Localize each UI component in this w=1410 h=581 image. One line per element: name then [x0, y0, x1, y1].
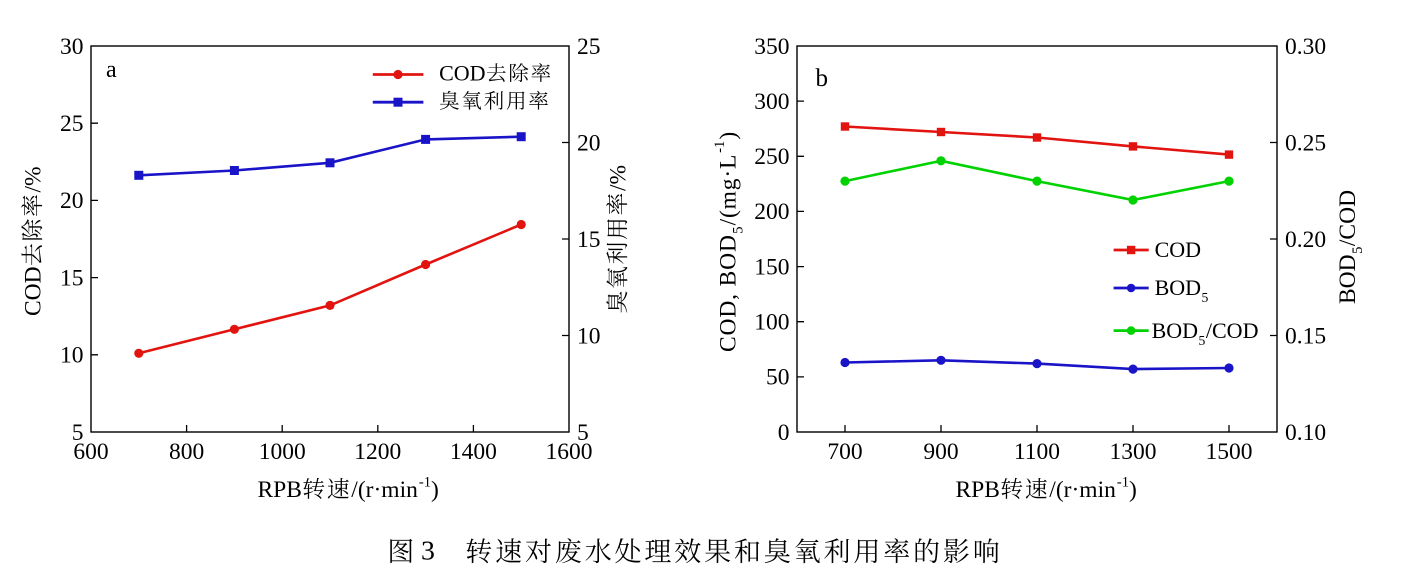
svg-text:5: 5: [1199, 333, 1206, 348]
svg-text:900: 900: [923, 439, 958, 465]
svg-text:-1: -1: [712, 141, 728, 153]
svg-text:1600: 1600: [546, 439, 593, 465]
svg-text:/(r·min: /(r·min: [1049, 477, 1116, 503]
svg-text:0.25: 0.25: [1285, 130, 1326, 156]
svg-text:): ): [716, 132, 742, 140]
svg-text:/(mg·L: /(mg·L: [716, 154, 742, 226]
svg-text:5: 5: [1202, 290, 1209, 305]
svg-text:10: 10: [60, 343, 84, 369]
svg-text:1500: 1500: [1206, 439, 1253, 465]
svg-text:/%: /%: [606, 165, 632, 191]
svg-text:150: 150: [754, 254, 789, 280]
svg-text:700: 700: [827, 439, 862, 465]
svg-text:30: 30: [60, 34, 84, 60]
svg-text:RPB: RPB: [258, 477, 302, 503]
svg-text:COD, BOD: COD, BOD: [716, 234, 742, 352]
svg-text:COD: COD: [439, 60, 485, 85]
svg-text:): ): [1129, 477, 1137, 503]
svg-text:3: 3: [421, 536, 435, 567]
svg-text:5: 5: [731, 226, 747, 233]
svg-text:0: 0: [778, 420, 790, 446]
svg-text:/COD: /COD: [1206, 318, 1259, 343]
svg-text:BOD: BOD: [1152, 318, 1198, 343]
svg-text:/(r·min: /(r·min: [351, 477, 418, 503]
svg-text:0.30: 0.30: [1285, 34, 1326, 60]
svg-text:800: 800: [169, 439, 204, 465]
svg-text:/COD: /COD: [1335, 190, 1361, 246]
svg-text:5: 5: [577, 420, 589, 446]
svg-text:250: 250: [754, 144, 789, 170]
svg-text:100: 100: [754, 310, 789, 336]
svg-text:COD: COD: [1155, 237, 1201, 262]
svg-text:20: 20: [60, 188, 84, 214]
svg-text:50: 50: [766, 365, 790, 391]
svg-text:a: a: [106, 57, 117, 83]
svg-text:RPB: RPB: [956, 477, 1000, 503]
svg-text:0.15: 0.15: [1285, 323, 1326, 349]
svg-text:200: 200: [754, 199, 789, 225]
svg-text:0.20: 0.20: [1285, 227, 1326, 253]
svg-text:25: 25: [577, 34, 601, 60]
svg-text:-1: -1: [1117, 475, 1129, 491]
svg-text:15: 15: [577, 227, 601, 253]
svg-text:600: 600: [73, 439, 108, 465]
svg-text:300: 300: [754, 89, 789, 115]
svg-text:350: 350: [754, 34, 789, 60]
svg-text:1300: 1300: [1110, 439, 1157, 465]
svg-text:-1: -1: [419, 475, 431, 491]
svg-text:BOD: BOD: [1335, 254, 1361, 304]
svg-text:BOD: BOD: [1155, 275, 1201, 300]
svg-text:15: 15: [60, 265, 84, 291]
svg-text:1000: 1000: [259, 439, 306, 465]
svg-text:COD: COD: [21, 266, 47, 316]
svg-text:1400: 1400: [450, 439, 497, 465]
svg-text:20: 20: [577, 130, 601, 156]
svg-text:10: 10: [577, 323, 601, 349]
svg-text:/%: /%: [21, 166, 47, 192]
svg-text:1100: 1100: [1014, 439, 1060, 465]
svg-text:1200: 1200: [354, 439, 401, 465]
svg-text:b: b: [816, 65, 829, 92]
svg-text:): ): [431, 477, 439, 503]
svg-text:5: 5: [1350, 247, 1366, 254]
svg-text:25: 25: [60, 111, 84, 137]
svg-text:5: 5: [72, 420, 84, 446]
svg-text:0.10: 0.10: [1285, 420, 1326, 446]
